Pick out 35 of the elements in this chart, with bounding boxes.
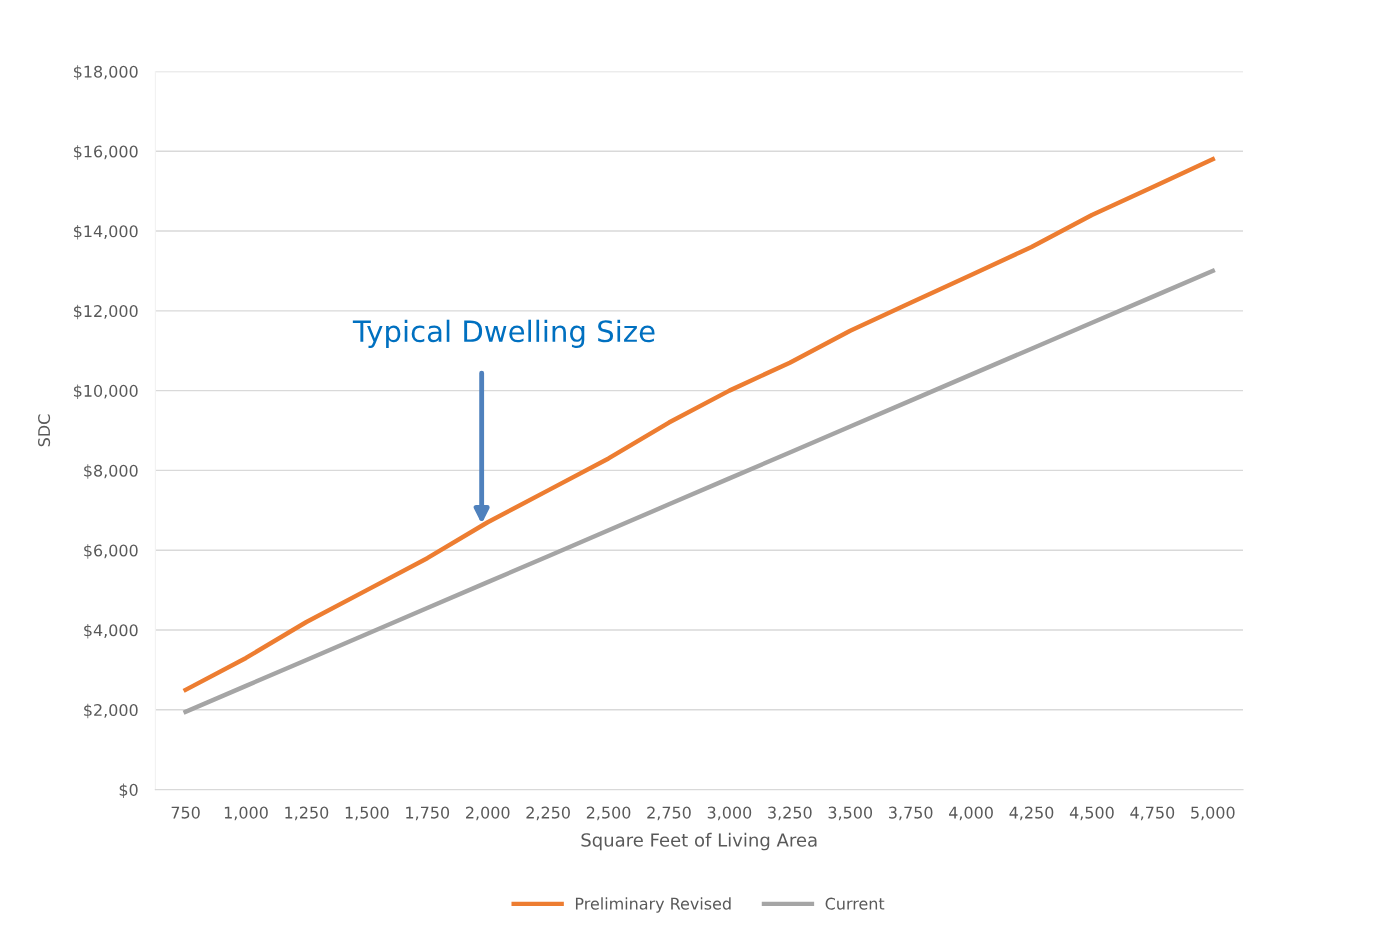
- x-tick-label: 2,250: [526, 806, 570, 821]
- y-tick-label: $18,000: [73, 65, 138, 80]
- x-tick-label: 4,000: [949, 806, 993, 821]
- x-tick-label: 3,750: [889, 806, 933, 821]
- legend-label: Current: [825, 897, 885, 910]
- x-tick-label: 1,750: [406, 806, 450, 821]
- x-tick-label: 2,000: [466, 806, 510, 821]
- x-tick-label: 4,750: [1130, 806, 1175, 821]
- x-tick-label: 1,500: [345, 806, 389, 821]
- x-tick-label: 3,000: [707, 806, 752, 821]
- line-series: [183, 157, 1216, 693]
- legend-label: Preliminary Revised: [575, 897, 731, 913]
- y-tick-label: $16,000: [73, 145, 138, 160]
- x-axis-title: Square Feet of Living Area: [581, 832, 817, 851]
- line-series: [183, 268, 1216, 715]
- x-tick-label: 1,000: [224, 806, 268, 821]
- x-tick-label: 2,500: [586, 806, 631, 821]
- y-tick-label: $2,000: [84, 703, 138, 719]
- y-axis-title: SDC: [38, 414, 51, 447]
- y-tick-label: $10,000: [73, 384, 138, 400]
- x-tick-label: 4,250: [1009, 806, 1054, 821]
- x-tick-label: 3,250: [768, 806, 812, 821]
- y-tick-label: $0: [119, 783, 138, 799]
- y-tick-label: $6,000: [84, 544, 138, 559]
- y-tick-label: $14,000: [73, 224, 138, 240]
- x-tick-label: 5,000: [1191, 806, 1235, 821]
- annotation: Typical Dwelling Size: [352, 319, 655, 348]
- y-tick-label: $12,000: [73, 304, 138, 320]
- x-tick-label: 750: [171, 806, 200, 819]
- x-tick-label: 3,500: [828, 806, 873, 821]
- y-tick-label: $4,000: [84, 623, 138, 639]
- x-tick-label: 4,500: [1069, 806, 1114, 821]
- y-tick-label: $8,000: [84, 464, 138, 479]
- x-tick-label: 1,250: [285, 806, 329, 821]
- x-tick-label: 2,750: [647, 806, 691, 821]
